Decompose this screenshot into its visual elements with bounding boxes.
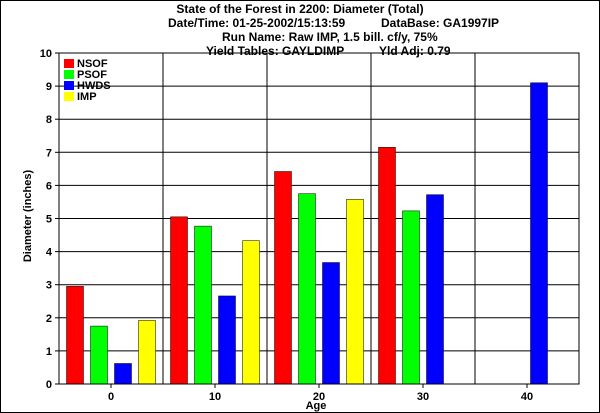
bar-hwds xyxy=(114,363,132,385)
chart-title: State of the Forest in 2200: Diameter (T… xyxy=(176,2,424,16)
bar-imp xyxy=(346,199,364,385)
y-tick-label: 8 xyxy=(46,114,52,126)
legend-label-imp: IMP xyxy=(77,91,97,103)
axes: 0 1 2 3 4 5 6 7 8 9 10 0 10 20 30 40 xyxy=(40,48,580,403)
y-tick-label: 9 xyxy=(46,81,52,93)
x-tick-label: 30 xyxy=(417,391,429,403)
database-label: DataBase: GA1997IP xyxy=(381,16,500,30)
bar-imp xyxy=(138,320,156,385)
legend-swatch-imp xyxy=(64,92,74,101)
bar-hwds xyxy=(426,194,444,385)
bar-nsof xyxy=(170,216,188,385)
yld-adj-label: Yld Adj: 0.79 xyxy=(379,44,451,58)
x-tick-label: 20 xyxy=(313,391,325,403)
bar-nsof xyxy=(378,147,396,385)
y-tick-label: 2 xyxy=(46,313,52,325)
bar-imp xyxy=(242,240,260,385)
y-tick-label: 4 xyxy=(46,247,53,259)
bar-psof xyxy=(402,210,420,385)
y-tick-label: 5 xyxy=(46,214,52,226)
legend-label-psof: PSOF xyxy=(77,69,107,81)
x-axis-label: Age xyxy=(306,400,327,412)
y-tick-label: 10 xyxy=(40,48,52,60)
bar-psof xyxy=(90,325,108,385)
bar-hwds xyxy=(530,82,548,385)
y-tick-label: 3 xyxy=(46,280,52,292)
legend-swatch-nsof xyxy=(64,59,74,68)
legend-swatch-hwds xyxy=(64,81,74,90)
plot-border xyxy=(58,52,580,385)
bar-nsof xyxy=(66,286,84,385)
y-axis-label: Diameter (inches) xyxy=(22,170,34,263)
bar-hwds xyxy=(218,295,236,385)
bar-psof xyxy=(194,225,212,385)
legend-swatch-psof xyxy=(64,70,74,79)
datetime-label: Date/Time: 01-25-2002/15:13:59 xyxy=(168,16,346,30)
bar-psof xyxy=(298,193,316,385)
x-tick-label: 40 xyxy=(521,391,533,403)
bar-nsof xyxy=(274,171,292,385)
yield-tables-label: Yield Tables: GAYLDIMP xyxy=(206,44,345,58)
legend-label-nsof: NSOF xyxy=(77,58,108,70)
y-tick-label: 7 xyxy=(46,147,52,159)
x-tick-label: 0 xyxy=(108,391,114,403)
y-tick-label: 6 xyxy=(46,180,52,192)
bar-hwds xyxy=(322,262,340,385)
y-tick-label: 1 xyxy=(46,346,52,358)
grid xyxy=(59,52,579,385)
x-tick-label: 10 xyxy=(209,391,221,403)
run-name-label: Run Name: Raw IMP, 1.5 bill. cf/y, 75% xyxy=(222,30,438,44)
bars xyxy=(66,82,548,385)
legend-label-hwds: HWDS xyxy=(77,80,111,92)
y-tick-label: 0 xyxy=(46,379,52,391)
